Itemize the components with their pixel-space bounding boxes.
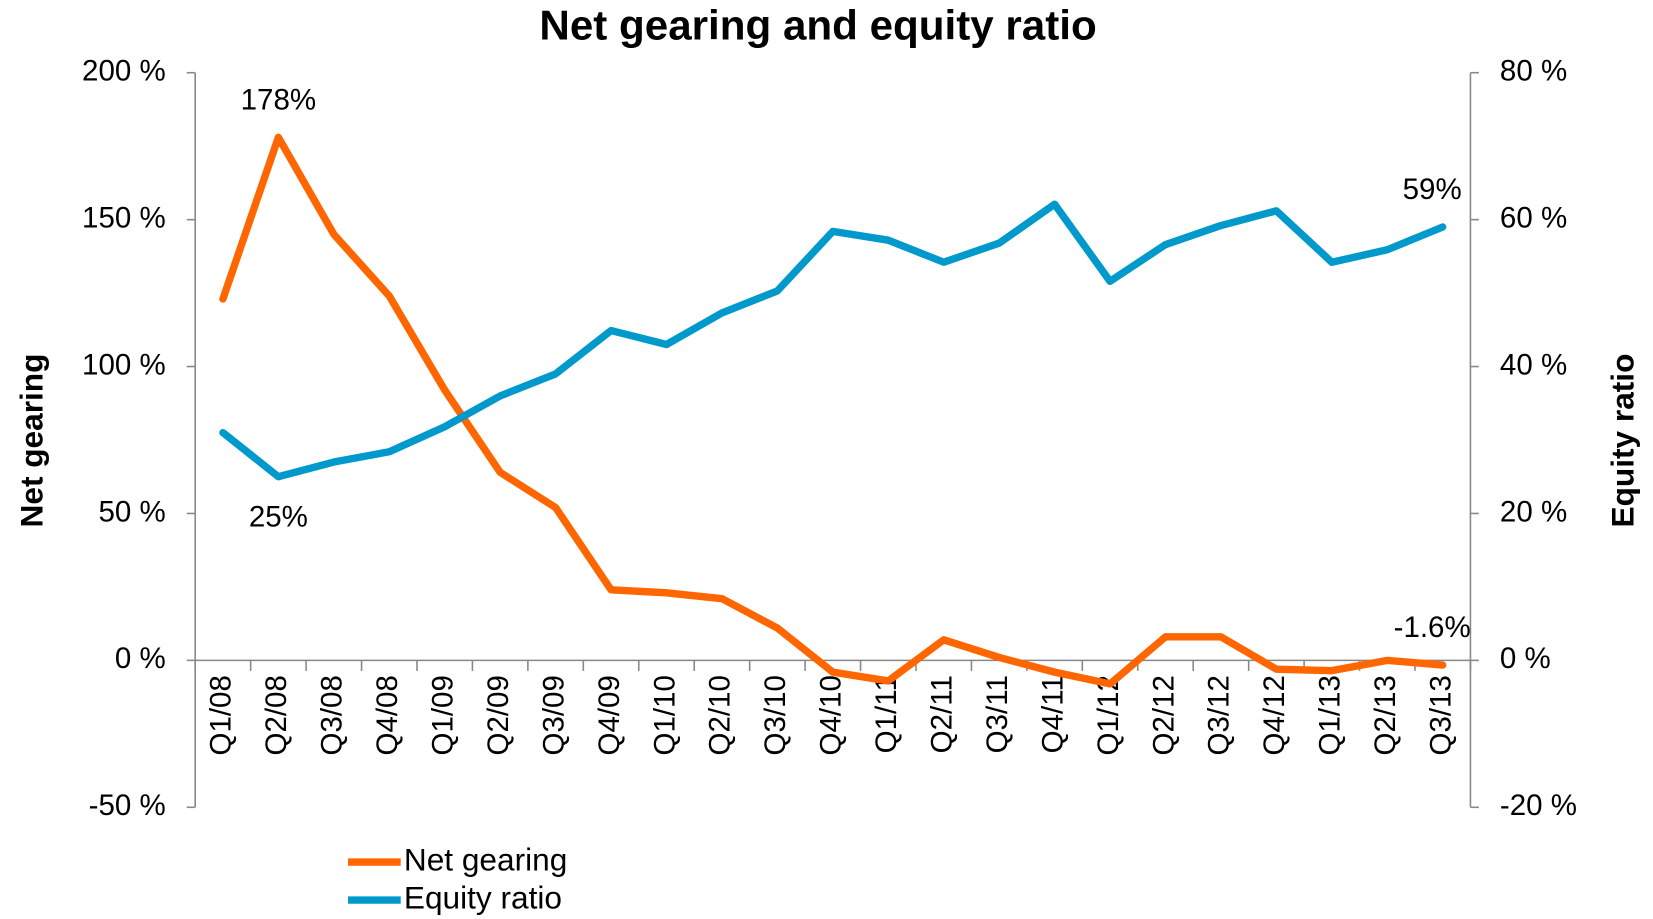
x-tick-label: Q4/09 xyxy=(593,675,626,755)
x-tick-label: Q3/13 xyxy=(1425,675,1458,755)
x-tick-label: Q2/12 xyxy=(1147,675,1180,755)
x-tick-label: Q3/12 xyxy=(1203,675,1236,755)
y2-tick-label: 0 % xyxy=(1500,642,1551,675)
y-axis-label: Net gearing xyxy=(13,354,49,528)
data-label: 25% xyxy=(249,501,308,534)
x-tick-label: Q2/10 xyxy=(704,675,737,755)
x-tick-label: Q4/11 xyxy=(1036,675,1069,753)
x-tick-label: Q1/09 xyxy=(427,675,460,755)
x-tick-label: Q3/08 xyxy=(316,675,349,755)
x-tick-label: Q2/09 xyxy=(482,675,515,755)
y-tick-label: -50 % xyxy=(89,789,166,822)
y2-tick-label: 60 % xyxy=(1500,201,1567,234)
y2-tick-label: -20 % xyxy=(1500,789,1577,822)
x-tick-label: Q1/11 xyxy=(870,675,903,753)
y-tick-label: 50 % xyxy=(98,495,165,528)
data-label: -1.6% xyxy=(1394,611,1471,644)
x-tick-label: Q1/13 xyxy=(1314,675,1347,755)
x-tick-label: Q2/13 xyxy=(1369,675,1402,755)
data-label: 178% xyxy=(241,83,316,116)
y2-axis-label: Equity ratio xyxy=(1605,354,1641,528)
x-tick-label: Q2/08 xyxy=(260,675,293,755)
legend-label: Equity ratio xyxy=(404,879,562,915)
series-line xyxy=(219,133,1447,688)
series-line xyxy=(219,200,1447,481)
x-tick-label: Q3/09 xyxy=(537,675,570,755)
x-tick-label: Q1/08 xyxy=(205,675,238,755)
y-tick-label: 0 % xyxy=(115,642,166,675)
y-tick-label: 150 % xyxy=(82,201,166,234)
x-tick-label: Q4/10 xyxy=(815,675,848,755)
y2-tick-label: 20 % xyxy=(1500,495,1567,528)
x-tick-label: Q1/12 xyxy=(1092,675,1125,755)
x-tick-label: Q1/10 xyxy=(648,675,681,755)
chart-title: Net gearing and equity ratio xyxy=(539,2,1096,49)
x-tick-label: Q3/10 xyxy=(759,675,792,755)
y2-tick-label: 80 % xyxy=(1500,55,1567,88)
x-tick-label: Q2/11 xyxy=(926,675,959,753)
legend-label: Net gearing xyxy=(404,841,567,877)
y2-tick-label: 40 % xyxy=(1500,348,1567,381)
x-tick-label: Q4/08 xyxy=(371,675,404,755)
y-tick-label: 200 % xyxy=(82,55,166,88)
y-tick-label: 100 % xyxy=(82,348,166,381)
data-label: 59% xyxy=(1403,173,1462,206)
x-tick-label: Q3/11 xyxy=(981,675,1014,753)
x-tick-label: Q4/12 xyxy=(1258,675,1291,755)
